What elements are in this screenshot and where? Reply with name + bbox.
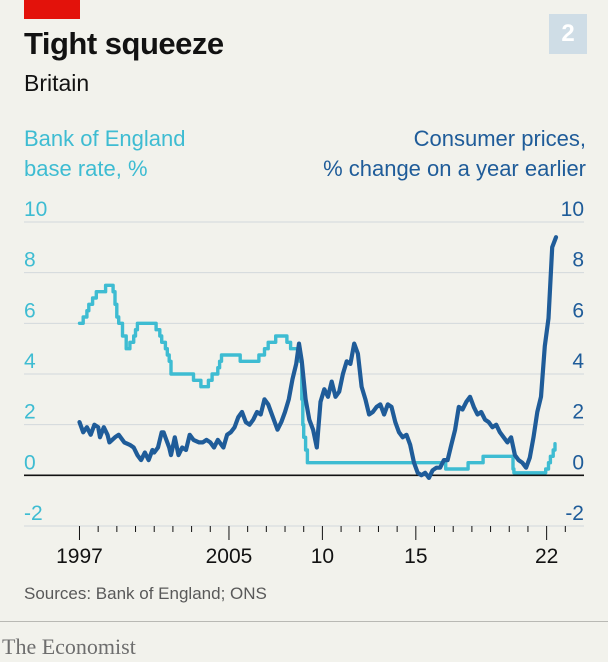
right-axis-label-line-1: Consumer prices, bbox=[413, 126, 586, 151]
right-axis-label-line-2: % change on a year earlier bbox=[323, 156, 586, 181]
x-tick-label: 1997 bbox=[56, 545, 103, 568]
left-y-tick-label: 2 bbox=[24, 401, 36, 424]
brand-red-tag bbox=[24, 0, 80, 19]
right-axis-label: Consumer prices, % change on a year earl… bbox=[256, 124, 586, 184]
source-note: Sources: Bank of England; ONS bbox=[24, 584, 267, 603]
left-axis-label-line-1: Bank of England bbox=[24, 126, 186, 151]
left-y-tick-label: 8 bbox=[24, 249, 36, 272]
right-y-tick-label: 4 bbox=[572, 350, 584, 373]
series-lines bbox=[77, 235, 559, 480]
chart-title: Tight squeeze bbox=[24, 26, 224, 61]
chart-subtitle: Britain bbox=[24, 70, 90, 96]
right-y-tick-label: 8 bbox=[572, 249, 584, 272]
right-y-tick-label: 0 bbox=[572, 451, 584, 474]
x-tick-label: 22 bbox=[535, 545, 558, 568]
left-y-tick-label: 0 bbox=[24, 451, 36, 474]
left-axis-label: Bank of England base rate, % bbox=[24, 124, 284, 184]
right-y-tick-label: 2 bbox=[572, 401, 584, 424]
right-y-tick-label: 10 bbox=[561, 198, 584, 221]
right-y-tick-labels: 10 8 6 4 2 0 -2 bbox=[561, 198, 585, 525]
left-axis-label-line-2: base rate, % bbox=[24, 156, 148, 181]
left-y-tick-label: 6 bbox=[24, 299, 36, 322]
base-rate-line bbox=[77, 283, 557, 475]
left-y-tick-label: -2 bbox=[24, 502, 43, 525]
x-tick-label: 15 bbox=[404, 545, 427, 568]
x-axis: 1997 2005 10 15 22 bbox=[56, 526, 566, 568]
economist-logo: The Economist bbox=[2, 634, 136, 659]
left-y-tick-labels: 10 8 6 4 2 0 -2 bbox=[24, 198, 47, 525]
cpi-line bbox=[77, 235, 559, 480]
line-chart: 10 8 6 4 2 0 -2 10 8 6 4 2 0 -2 1997 2005 10 15 22 bbox=[24, 198, 585, 568]
chart-number-badge: 2 bbox=[549, 14, 587, 54]
x-tick-label: 10 bbox=[311, 545, 334, 568]
right-y-tick-label: 6 bbox=[572, 299, 584, 322]
left-y-tick-label: 10 bbox=[24, 198, 47, 221]
left-y-tick-label: 4 bbox=[24, 350, 36, 373]
x-tick-label: 2005 bbox=[206, 545, 253, 568]
footer-divider bbox=[0, 621, 608, 622]
right-y-tick-label: -2 bbox=[565, 502, 584, 525]
